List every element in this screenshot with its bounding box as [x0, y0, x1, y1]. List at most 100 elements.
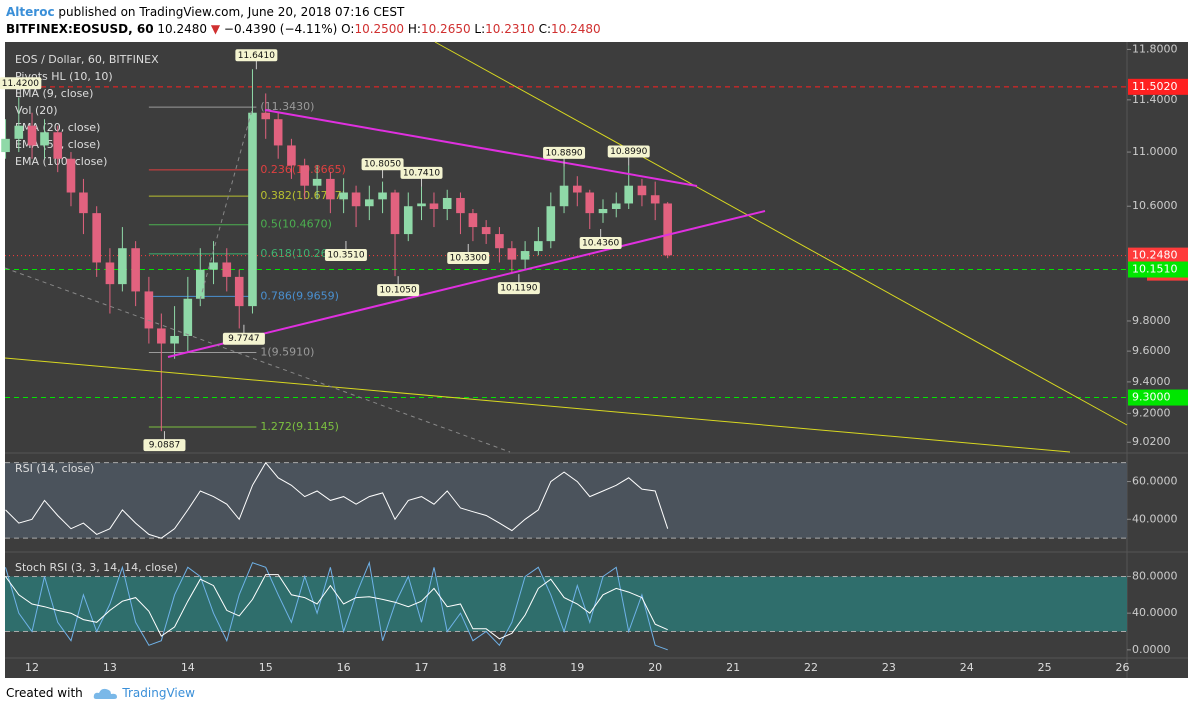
- candle-body: [507, 248, 517, 260]
- price-level-label: 10.2480: [1132, 249, 1178, 262]
- publish-line: Alteroc published on TradingView.com, Ju…: [6, 4, 1186, 21]
- candle-body: [105, 262, 115, 285]
- c-label: C:: [538, 22, 552, 36]
- low: 10.2310: [485, 22, 535, 36]
- y-tick-label: 80.0000: [1132, 569, 1178, 582]
- price-level-tag: [1128, 389, 1188, 406]
- dashed-line: [199, 109, 253, 301]
- candle-body: [456, 197, 465, 214]
- indicator-band: [5, 462, 1127, 539]
- candle-body: [222, 262, 232, 277]
- pivot-label: 10.8990: [610, 147, 647, 157]
- y-tick-label: 60.0000: [1132, 475, 1178, 488]
- pivot-tag: [400, 166, 443, 179]
- candle-body: [365, 199, 374, 207]
- header: Alteroc published on TradingView.com, Ju…: [6, 4, 1186, 38]
- candle-body: [559, 185, 569, 207]
- fib-label: 0.5(10.4670): [260, 218, 332, 231]
- indicator-line: [5, 574, 668, 640]
- y-tick-label: 40.0000: [1132, 512, 1178, 525]
- pivot-label: 10.4360: [582, 239, 619, 249]
- chart-root: 11.8000 11.4000 11.0000 10.6000 9.8000 9.6000…: [0, 41, 1188, 678]
- x-tick-label: 19: [570, 661, 584, 674]
- price-level-label: 10.1510: [1132, 263, 1178, 276]
- x-tick-label: 18: [492, 661, 506, 674]
- candle-body: [442, 197, 452, 209]
- candle-body: [300, 165, 309, 186]
- pivot-label: 10.8890: [545, 148, 582, 158]
- chart-background: [5, 42, 1188, 678]
- candle-body: [183, 298, 193, 336]
- last: 10.2480: [157, 22, 208, 36]
- indicator-label: Vol (20): [15, 104, 58, 117]
- fib-label: 1(9.5910): [260, 345, 314, 358]
- pivot-label: 10.8050: [364, 160, 401, 170]
- candle-body: [27, 125, 37, 146]
- candle-body: [351, 192, 361, 207]
- y-tick-label: 10.6000: [1132, 199, 1178, 212]
- candle-body: [118, 248, 127, 285]
- pivot-tag: [377, 284, 420, 297]
- candle-body: [546, 206, 556, 242]
- symbol: BITFINEX:EOSUSD, 60: [6, 22, 154, 36]
- pivot-label: 10.3510: [327, 250, 364, 260]
- candle-body: [131, 248, 140, 292]
- candle-body: [481, 227, 491, 235]
- candle-body: [40, 132, 49, 146]
- candle-body: [312, 178, 322, 186]
- price-level-tag: [1128, 247, 1188, 264]
- trend-line: [434, 41, 1128, 426]
- change: −0.4390 (−4.11%): [223, 22, 338, 36]
- chart: 11.8000 11.4000 11.0000 10.6000 9.8000 9.6000…: [0, 41, 1188, 678]
- candle-body: [144, 291, 154, 329]
- candle-body: [624, 185, 634, 204]
- x-tick-label: 25: [1038, 661, 1052, 674]
- x-tick-label: 16: [337, 661, 351, 674]
- candle-body: [598, 208, 608, 214]
- pivot-label: 9.7747: [228, 334, 260, 344]
- y-tick-label: 40.0000: [1132, 606, 1178, 619]
- indicator-band: [5, 576, 1127, 632]
- pivot-label: 9.0887: [149, 441, 181, 451]
- indicator-title: RSI (14, close): [15, 462, 94, 475]
- pivot-label: 11.4200: [2, 79, 39, 89]
- author[interactable]: Alteroc: [6, 5, 55, 19]
- pivot-tag: [361, 158, 404, 171]
- candle-body: [261, 112, 271, 120]
- price-level-tag: [1128, 78, 1188, 95]
- candle-body: [429, 203, 439, 209]
- x-tick-label: 12: [25, 661, 39, 674]
- brand[interactable]: TradingView: [122, 686, 195, 700]
- pivot-label: 10.3300: [450, 253, 487, 263]
- indicator-label: EMA (9, close): [15, 87, 93, 100]
- candle-body: [403, 206, 413, 235]
- candle-body: [339, 192, 348, 200]
- candle-body: [14, 125, 24, 139]
- x-tick-label: 24: [960, 661, 974, 674]
- overlay: 11.502010.248043:2110.15109.300011.42001…: [0, 49, 1188, 674]
- x-tick-label: 23: [882, 661, 896, 674]
- pivot-tag: [324, 248, 367, 261]
- fib-label: (11.3430): [260, 100, 314, 113]
- candle-body: [273, 119, 283, 146]
- indicator-line: [5, 560, 668, 651]
- tradingview-logo: [93, 688, 117, 699]
- candle-body: [79, 192, 88, 214]
- candle-body: [468, 213, 478, 228]
- y-tick-label: 11.8000: [1132, 42, 1178, 55]
- created-with: Created with: [6, 686, 83, 700]
- pivot-label: 10.1050: [380, 286, 417, 296]
- y-tick-label: 9.8000: [1132, 314, 1171, 327]
- x-tick-label: 17: [415, 661, 429, 674]
- pivot-tag: [222, 332, 265, 345]
- candle-body: [390, 192, 400, 235]
- x-tick-label: 26: [1116, 661, 1130, 674]
- y-tick-label: 11.0000: [1132, 145, 1178, 158]
- arrow: ▼: [210, 22, 221, 36]
- candle-body: [650, 195, 660, 204]
- y-tick-label: 0.0000: [1132, 643, 1171, 656]
- fib-label: 0.382(10.6737): [260, 189, 346, 202]
- trend-line: [4, 357, 1071, 453]
- quote-line: BITFINEX:EOSUSD, 60 10.2480 ▼ −0.4390 (−…: [6, 21, 1186, 38]
- fib-label: 1.272(9.1145): [260, 420, 339, 433]
